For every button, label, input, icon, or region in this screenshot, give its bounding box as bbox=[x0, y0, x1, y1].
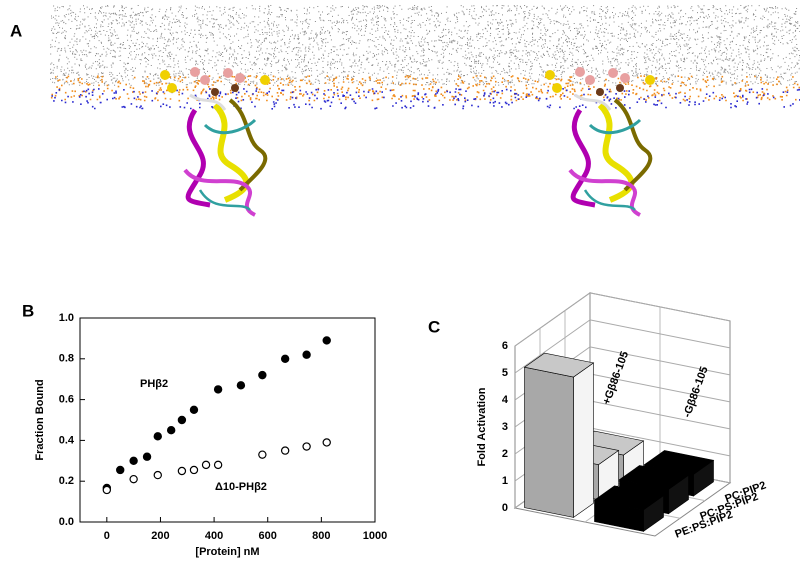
plot-frame bbox=[79, 317, 376, 523]
y-tick-label: 0.8 bbox=[59, 353, 74, 365]
panel-label: B bbox=[22, 301, 34, 320]
bar-top bbox=[643, 450, 715, 475]
y-tick-label: 5 bbox=[502, 367, 508, 379]
data-point bbox=[177, 415, 187, 425]
y-tick-label: 1.0 bbox=[59, 312, 74, 324]
y-tick-label: 3 bbox=[502, 421, 508, 433]
protein-structure bbox=[545, 67, 655, 215]
atom bbox=[223, 68, 233, 78]
y-tick-label: 6 bbox=[502, 340, 508, 352]
panel-label: A bbox=[10, 21, 22, 40]
atom bbox=[190, 67, 200, 77]
grid-line bbox=[589, 319, 731, 349]
ribbon bbox=[185, 108, 211, 208]
atom bbox=[167, 83, 177, 93]
y-tick-label: 0 bbox=[502, 502, 508, 514]
grid-line bbox=[589, 346, 731, 376]
data-point bbox=[142, 452, 152, 461]
atom bbox=[211, 88, 219, 96]
data-point bbox=[129, 474, 138, 484]
x-tick-label: 800 bbox=[312, 530, 330, 542]
x-axis-label: [Protein] nM bbox=[195, 546, 259, 558]
bar-top bbox=[618, 465, 690, 490]
y-axis-label: Fold Activation bbox=[476, 387, 488, 466]
y-tick-label: 0.0 bbox=[59, 516, 74, 528]
grid-line bbox=[514, 292, 591, 347]
y-tick-label: 4 bbox=[502, 394, 509, 406]
y-axis-label: Fraction Bound bbox=[34, 379, 46, 460]
data-point bbox=[302, 442, 311, 451]
bar-top bbox=[593, 485, 665, 511]
data-point bbox=[280, 354, 290, 363]
atom bbox=[160, 70, 170, 80]
ribbon bbox=[198, 189, 251, 212]
data-point bbox=[322, 336, 331, 345]
protein-structure bbox=[160, 67, 270, 217]
data-point bbox=[102, 485, 112, 495]
data-point bbox=[258, 370, 267, 380]
ribbon bbox=[203, 118, 257, 135]
x-tick-label: 0 bbox=[104, 530, 110, 542]
grid-line bbox=[589, 292, 731, 322]
membrane-image bbox=[50, 5, 800, 110]
lipid-tail-dots bbox=[51, 88, 800, 110]
y-tick-label: 1 bbox=[502, 475, 508, 487]
bar-front bbox=[524, 366, 574, 518]
charts: 0 200 400 600 800 1000 0.0 0.2 0.4 0.6 0.8 1.0 [Prot… bbox=[34, 291, 768, 558]
data-point bbox=[302, 350, 311, 359]
ribbon bbox=[183, 168, 257, 217]
atom bbox=[260, 75, 270, 85]
y-tick-label: 2 bbox=[502, 448, 508, 460]
y-tick-label: 0.6 bbox=[59, 394, 74, 406]
grid-line bbox=[589, 400, 731, 430]
water-dots bbox=[50, 5, 800, 86]
data-point bbox=[153, 470, 162, 480]
x-tick-label: 400 bbox=[205, 530, 223, 542]
data-point bbox=[201, 460, 211, 470]
ribbon bbox=[189, 93, 227, 111]
grid-line bbox=[589, 427, 731, 457]
x-tick-label: 1000 bbox=[363, 530, 387, 542]
atom bbox=[231, 84, 239, 92]
data-point bbox=[236, 381, 246, 390]
atom bbox=[200, 75, 210, 85]
data-point bbox=[322, 438, 331, 447]
data-point bbox=[129, 456, 138, 465]
data-point bbox=[258, 450, 267, 459]
data-point bbox=[189, 465, 199, 475]
data-point bbox=[166, 426, 176, 435]
data-point bbox=[280, 446, 290, 455]
data-point bbox=[213, 460, 223, 470]
grid-line bbox=[589, 373, 731, 403]
grid-line bbox=[514, 319, 591, 374]
data-point bbox=[177, 466, 187, 476]
atom bbox=[235, 73, 245, 83]
x-tick-label: 200 bbox=[151, 530, 169, 542]
bar-top bbox=[523, 352, 595, 378]
y-tick-label: 0.4 bbox=[59, 434, 75, 446]
data-point bbox=[116, 465, 125, 475]
panel-label: C bbox=[428, 317, 440, 336]
bar-side bbox=[573, 362, 594, 519]
x-tick-label: 600 bbox=[259, 530, 277, 542]
series-label: PHβ2 bbox=[140, 378, 168, 390]
data-point bbox=[153, 432, 162, 441]
series-label: Δ10-PHβ2 bbox=[215, 481, 267, 493]
data-point bbox=[189, 405, 199, 414]
data-point bbox=[213, 385, 223, 394]
ribbon bbox=[228, 98, 268, 192]
y-tick-label: 0.2 bbox=[59, 475, 74, 487]
